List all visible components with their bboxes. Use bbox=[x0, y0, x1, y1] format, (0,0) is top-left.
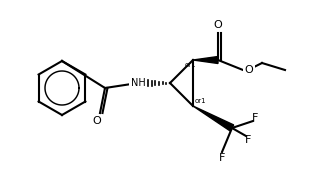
Text: NH: NH bbox=[131, 78, 145, 88]
Text: O: O bbox=[244, 65, 253, 75]
Text: O: O bbox=[214, 20, 222, 30]
Polygon shape bbox=[193, 57, 218, 64]
Text: or1: or1 bbox=[185, 62, 196, 68]
Polygon shape bbox=[193, 106, 234, 131]
Text: or1: or1 bbox=[195, 98, 207, 104]
Text: O: O bbox=[92, 116, 101, 126]
Text: F: F bbox=[245, 135, 251, 145]
Text: F: F bbox=[252, 113, 258, 123]
Text: F: F bbox=[219, 153, 225, 163]
